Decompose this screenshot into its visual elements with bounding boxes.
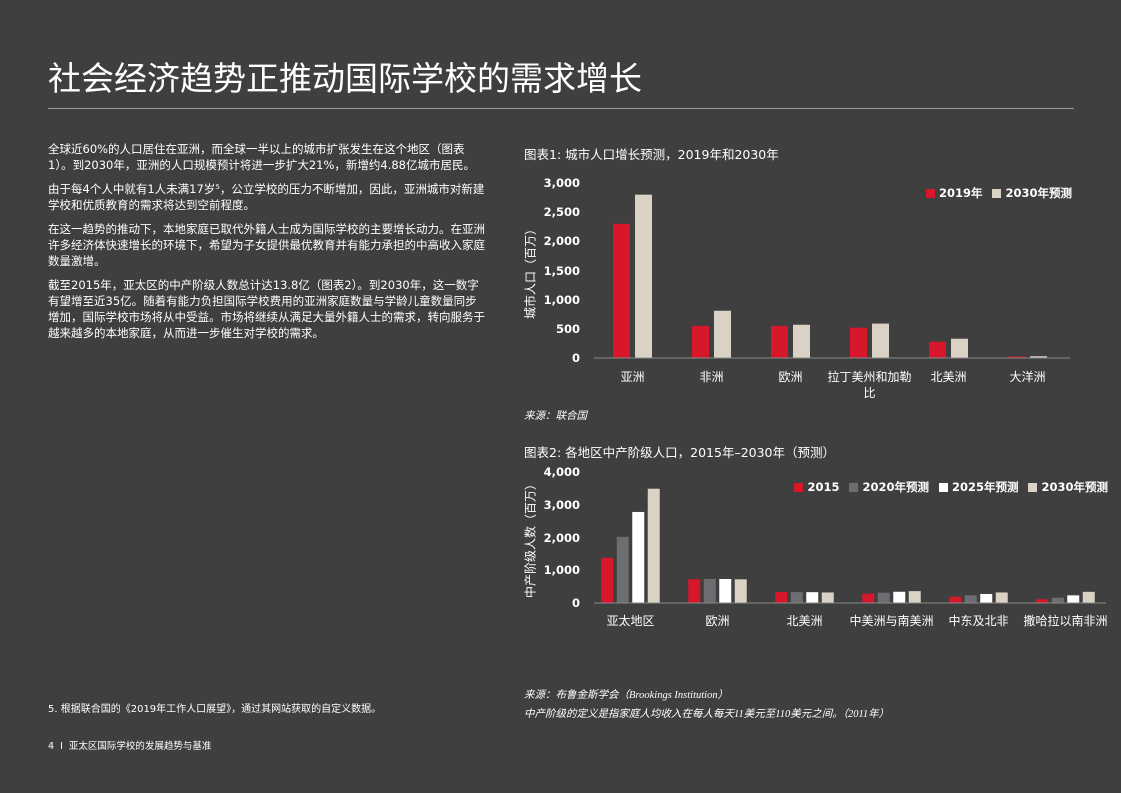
legend: 2019年 2030年预测 [925, 185, 1072, 201]
paragraph: 由于每4个人中就有1人未满17岁⁵，公立学校的压力不断增加，因此，亚洲城市对新建… [48, 182, 485, 212]
bar [771, 325, 788, 358]
y-tick-label: 2,000 [543, 234, 580, 249]
y-axis-title: 中产阶级人数（百万） [523, 477, 538, 598]
bar [1051, 597, 1064, 603]
x-tick-label: 欧洲 [778, 370, 803, 384]
legend-item: 2019年 [925, 185, 983, 201]
paragraph: 全球近60%的人口居住在亚洲，而全球一半以上的城市扩张发生在这个地区（图表1）。… [48, 142, 475, 172]
bar [1008, 356, 1025, 358]
y-tick-label: 3,000 [543, 176, 580, 190]
bar [703, 578, 716, 603]
y-tick-label: 1,000 [543, 292, 580, 307]
legend-swatch [794, 483, 804, 492]
bar [850, 327, 867, 358]
y-tick-label: 1,000 [543, 563, 580, 578]
legend-swatch [1028, 483, 1038, 492]
bar [995, 592, 1008, 603]
bar [719, 578, 732, 603]
legend-label: 2025年预测 [951, 480, 1019, 494]
x-tick-label: 亚太地区 [606, 614, 655, 628]
legend-item: 2020年预测 [849, 479, 929, 495]
legend-label: 2030年预测 [1005, 186, 1072, 200]
bar [688, 579, 701, 603]
bar [1030, 356, 1047, 358]
bar [908, 591, 921, 603]
footnote: 5. 根据联合国的《2019年工作人口展望》，通过其网站获取的自定义数据。 [48, 704, 382, 715]
y-tick-label: 0 [571, 351, 580, 365]
bar [601, 557, 614, 603]
bar [793, 324, 810, 358]
bar [862, 593, 875, 603]
y-axis-title: 城市人口（百万） [523, 222, 538, 319]
bar [929, 341, 946, 358]
legend-swatch [849, 483, 859, 492]
bar [1036, 599, 1049, 603]
bar [734, 579, 747, 603]
legend-label: 2015 [807, 480, 840, 494]
x-tick-label: 中美洲与南美洲 [849, 614, 934, 628]
source: 来源：联合国 [524, 411, 587, 422]
bar [980, 593, 993, 603]
bar [877, 592, 890, 603]
bar [872, 323, 889, 358]
bar [632, 511, 645, 603]
x-tick-label: 拉丁美州和加勒比 [827, 370, 912, 400]
legend-item: 2030年预测 [1028, 479, 1108, 495]
legend-item: 2030年预测 [992, 185, 1072, 201]
bar [1082, 591, 1095, 603]
title-rule [48, 108, 1074, 109]
bar [790, 592, 803, 603]
y-tick-label: 1,500 [543, 263, 580, 278]
bar [613, 223, 630, 358]
bar [616, 536, 629, 603]
y-tick-label: 500 [555, 321, 580, 336]
legend: 2015 2020年预测 2025年预测 2030年预测 [794, 479, 1108, 495]
paragraph: 截至2015年，亚太区的中产阶级人数总计达13.8亿（图表2）。到2030年，这… [48, 278, 485, 340]
bar [775, 592, 788, 603]
y-tick-label: 2,500 [543, 205, 580, 220]
bar [635, 194, 652, 358]
x-tick-label: 亚洲 [620, 370, 645, 384]
legend-swatch [938, 483, 948, 492]
bar [714, 310, 731, 358]
bar [692, 325, 709, 358]
bar [964, 595, 977, 603]
y-tick-label: 3,000 [543, 497, 580, 512]
bar [893, 591, 906, 603]
x-tick-label: 中东及北非 [948, 614, 1009, 628]
legend-item: 2025年预测 [938, 479, 1019, 495]
bar [949, 596, 962, 603]
legend-label: 2020年预测 [862, 480, 929, 494]
body-text: 全球近60%的人口居住在亚洲，而全球一半以上的城市扩张发生在这个地区（图表1）。… [48, 141, 488, 349]
legend-label: 2019年 [938, 186, 983, 200]
legend-swatch [992, 189, 1002, 198]
footer: 4 I 亚太区国际学校的发展趋势与基准 [48, 741, 212, 752]
x-tick-label: 大洋洲 [1009, 370, 1046, 384]
bar [951, 338, 968, 358]
y-tick-label: 4,000 [543, 465, 580, 479]
x-tick-label: 欧洲 [705, 614, 730, 628]
legend-label: 2030年预测 [1041, 480, 1108, 494]
page-title: 社会经济趋势正推动国际学校的需求增长 [48, 59, 642, 98]
chart-title: 图表1: 城市人口增长预测，2019年和2030年 [524, 147, 779, 162]
legend-swatch [925, 189, 935, 198]
bar [647, 488, 660, 603]
y-tick-label: 2,000 [543, 530, 580, 545]
x-tick-label: 北美洲 [930, 370, 967, 384]
x-tick-label: 撒哈拉以南非洲 [1023, 614, 1108, 628]
x-tick-label: 北美洲 [786, 614, 823, 628]
source: 来源：布鲁金斯学会（Brookings Institution） [524, 690, 729, 701]
bar [821, 592, 834, 603]
x-tick-label: 非洲 [699, 370, 724, 384]
paragraph: 在这一趋势的推动下，本地家庭已取代外籍人士成为国际学校的主要增长动力。在亚洲许多… [48, 222, 485, 268]
bar [1067, 595, 1080, 603]
chart-title: 图表2: 各地区中产阶级人口，2015年–2030年（预测） [524, 445, 836, 460]
legend-item: 2015 [794, 480, 839, 494]
bar [806, 592, 819, 603]
note: 中产阶级的定义是指家庭人均收入在每人每天11美元至110美元之间。（2011年） [524, 709, 890, 720]
y-tick-label: 0 [571, 596, 580, 610]
